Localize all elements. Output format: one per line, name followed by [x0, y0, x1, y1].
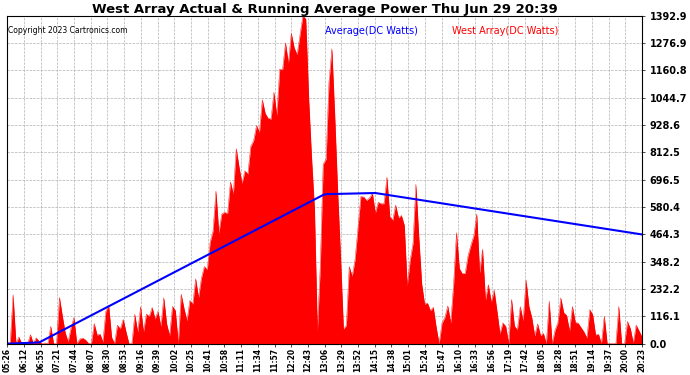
Text: Average(DC Watts): Average(DC Watts): [324, 26, 417, 36]
Title: West Array Actual & Running Average Power Thu Jun 29 20:39: West Array Actual & Running Average Powe…: [92, 3, 558, 16]
Text: Copyright 2023 Cartronics.com: Copyright 2023 Cartronics.com: [8, 26, 128, 34]
Text: West Array(DC Watts): West Array(DC Watts): [451, 26, 558, 36]
